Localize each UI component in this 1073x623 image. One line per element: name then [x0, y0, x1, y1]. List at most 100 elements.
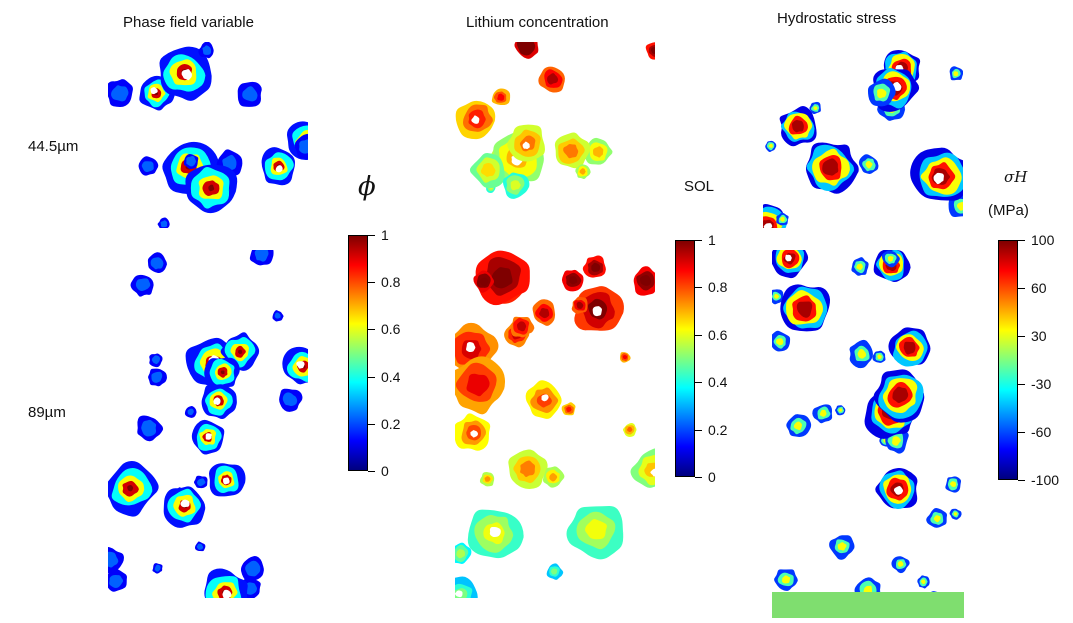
colorbar-stress	[998, 240, 1018, 480]
colorbar-tick	[695, 287, 702, 288]
column-title-phase-field: Phase field variable	[123, 14, 254, 31]
particle-shape	[550, 568, 558, 575]
colorbar-tick	[368, 235, 375, 236]
particle-shape	[953, 512, 958, 516]
particle-shape	[479, 277, 489, 287]
particle-shape	[933, 515, 941, 523]
colorbar-tick	[368, 471, 375, 472]
particle-shape	[877, 354, 882, 360]
particle-shape	[223, 477, 230, 485]
particle-shape	[650, 46, 655, 54]
particle-shape	[196, 543, 204, 550]
particle-shape	[470, 430, 479, 438]
colorbar-tick-label: 0.6	[708, 327, 728, 343]
colorbar-title-sigma-h: σH	[1004, 168, 1028, 186]
colorbar-phi	[348, 235, 368, 471]
particle-shape	[569, 276, 578, 285]
particle-shape	[956, 201, 963, 211]
particle-shape	[622, 354, 628, 360]
phase-field-map-top	[108, 42, 308, 228]
particle-shape	[780, 216, 785, 222]
colorbar-tick	[368, 424, 375, 425]
particle-shape	[865, 160, 873, 169]
colorbar-tick	[695, 240, 702, 241]
particle-shape	[627, 426, 633, 432]
particle-shape	[111, 85, 129, 102]
particle-shape	[953, 71, 959, 77]
colorbar-sol	[675, 240, 695, 477]
colorbar-tick-label: 0.8	[381, 274, 401, 290]
particle-shape	[238, 349, 243, 355]
particle-shape	[135, 278, 151, 291]
particle-shape	[180, 499, 190, 508]
particle-shape	[466, 342, 476, 353]
particle-shape	[521, 42, 532, 51]
particle-shape	[838, 408, 843, 412]
particle-shape	[579, 168, 586, 175]
particle-shape	[296, 361, 305, 369]
particle-shape	[793, 421, 802, 431]
particle-shape	[949, 481, 957, 488]
colorbar-tick	[368, 282, 375, 283]
particle-shape	[484, 476, 491, 482]
particle-shape	[837, 542, 847, 551]
particle-shape	[903, 341, 916, 355]
particle-shape	[275, 165, 283, 173]
particle-shape	[181, 69, 193, 81]
particle-shape	[892, 436, 902, 446]
particle-shape	[774, 293, 780, 299]
colorbar-tick	[695, 382, 702, 383]
particle-shape	[245, 582, 258, 595]
colorbar-tick-label: 30	[1031, 328, 1047, 344]
phase-field-map-bottom	[108, 250, 308, 598]
colorbar-tick	[1018, 384, 1025, 385]
particle-shape	[141, 419, 157, 437]
particle-shape	[208, 184, 215, 192]
particle-shape	[299, 139, 308, 154]
particle-shape	[639, 275, 652, 286]
particle-shape	[776, 338, 784, 346]
colorbar-tick	[1018, 240, 1025, 241]
particle-shape	[892, 81, 902, 91]
particle-shape	[497, 93, 505, 101]
particle-shape	[220, 370, 225, 375]
particle-shape	[796, 301, 813, 318]
particle-shape	[245, 560, 261, 577]
colorbar-tick-label: -60	[1031, 424, 1052, 440]
colorbar-title-phi: ϕ	[358, 172, 376, 202]
particle-shape	[522, 141, 530, 150]
particle-shape	[151, 355, 161, 365]
colorbar-tick-label: 60	[1031, 280, 1047, 296]
particle-shape	[187, 408, 194, 416]
particle-shape	[150, 257, 164, 270]
particle-shape	[791, 120, 804, 133]
substrate-strip	[772, 592, 964, 618]
colorbar-unit-mpa: (MPa)	[988, 202, 1029, 219]
colorbar-tick	[1018, 288, 1025, 289]
particle-shape	[222, 589, 232, 598]
particle-shape	[202, 45, 212, 55]
colorbar-tick	[1018, 480, 1025, 481]
row-label-89um: 89µm	[28, 404, 66, 421]
colorbar-tick-label: 0.4	[708, 374, 728, 390]
colorbar-tick-label: -100	[1031, 472, 1060, 488]
particle-shape	[466, 373, 490, 397]
column-title-lithium-concentration: Lithium concentration	[466, 14, 609, 31]
particle-shape	[763, 223, 773, 228]
particle-shape	[186, 155, 197, 167]
particle-shape	[282, 392, 298, 406]
particle-shape	[109, 574, 124, 588]
colorbar-tick-label: 100	[1031, 232, 1055, 248]
particle-shape	[516, 321, 527, 332]
particle-shape	[768, 143, 773, 148]
particle-shape	[785, 254, 793, 262]
particle-shape	[857, 348, 867, 359]
particle-shape	[585, 519, 607, 540]
particle-shape	[893, 486, 904, 495]
particle-shape	[154, 564, 161, 572]
colorbar-tick	[368, 377, 375, 378]
colorbar-tick	[695, 430, 702, 431]
colorbar-tick-label: 1	[381, 227, 389, 243]
particle-shape	[205, 433, 212, 440]
particle-shape	[520, 460, 536, 478]
